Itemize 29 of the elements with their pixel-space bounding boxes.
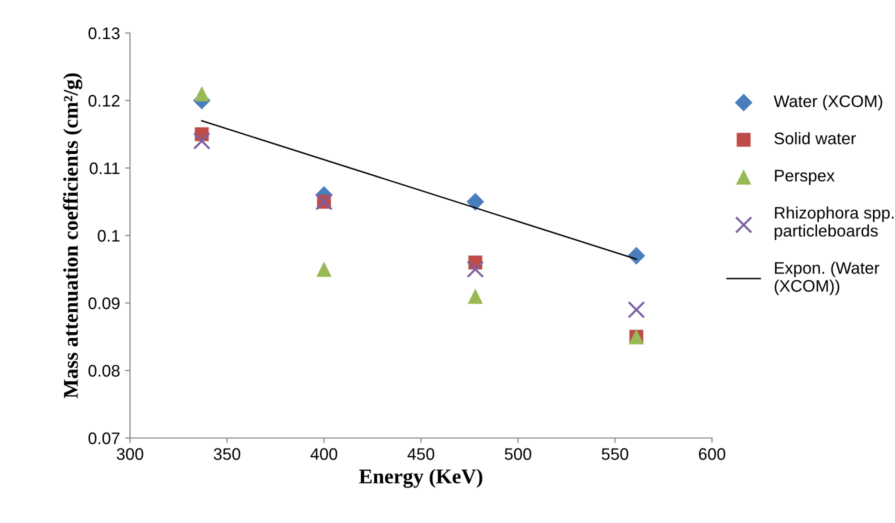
point (628, 246, 646, 265)
legend-label: Perspex (775, 170, 835, 185)
x-tick-label: 600 (698, 448, 726, 460)
point (466, 192, 484, 211)
y-tick-label: 0.08 (88, 364, 120, 377)
point (628, 301, 646, 318)
y-tick-label: 0.1 (98, 230, 120, 242)
y-tick-label: 0.07 (88, 432, 120, 444)
point (193, 132, 210, 150)
point (316, 262, 332, 277)
y-tick-label: 0.13 (88, 27, 120, 40)
y-tick-label: 0.11 (90, 162, 120, 174)
legend-label: Solid water (774, 132, 856, 144)
x-tick-label: 450 (407, 448, 434, 460)
point (194, 86, 210, 102)
x-tick-label: 300 (116, 448, 144, 460)
x-tick-label: 500 (504, 448, 532, 460)
y-tick-label: 0.12 (88, 94, 120, 107)
x-tick-label: 400 (310, 448, 338, 460)
y-tick-label: 0.09 (88, 297, 120, 310)
y-axis-title: Mass attenuation coefficients (cm²/g) (63, 73, 82, 398)
legend-label: Expon. (Water (XCOM)) (774, 262, 880, 296)
point (468, 288, 483, 304)
legend-label: Water (XCOM) (774, 94, 882, 110)
x-axis-title: Energy (KeV) (359, 468, 482, 488)
x-tick-label: 350 (214, 448, 240, 460)
x-tick-label: 550 (602, 448, 628, 460)
point (466, 260, 484, 278)
legend-label: Rhizophora spp. particleboards (774, 206, 894, 240)
